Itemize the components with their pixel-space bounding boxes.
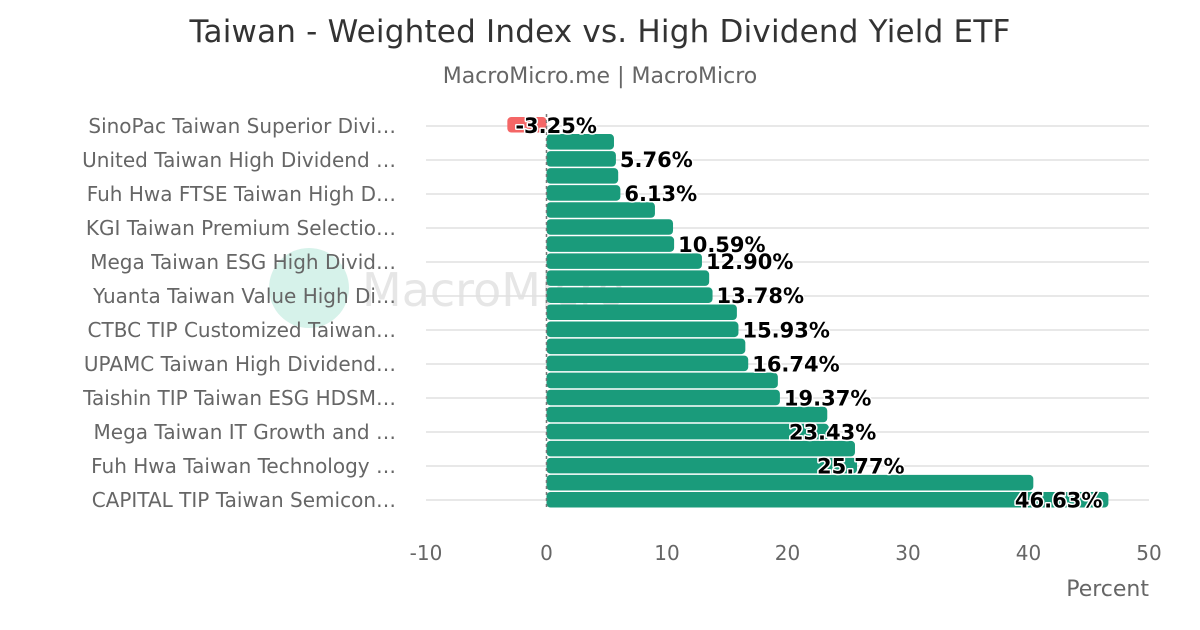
category-label: Fuh Hwa FTSE Taiwan High D…	[87, 182, 396, 206]
bar	[546, 321, 739, 338]
category-label: UPAMC Taiwan High Dividend…	[84, 352, 396, 376]
chart-title: Taiwan - Weighted Index vs. High Dividen…	[189, 14, 1011, 50]
data-labels: -3.25% 5.76% 6.13% 10.59%12.90% 13.78% 15.93%…	[514, 112, 1104, 514]
bar	[546, 151, 616, 167]
x-tick-label: 0	[540, 541, 553, 565]
x-tick-label: 20	[775, 541, 800, 565]
bar	[546, 202, 655, 218]
x-tick-label: 30	[895, 541, 920, 565]
x-axis-title: Percent	[1066, 577, 1149, 602]
category-label: Mega Taiwan ESG High Divid…	[90, 250, 396, 274]
x-tick-label: 50	[1136, 541, 1161, 565]
bar	[546, 355, 749, 372]
data-label: 16.74%	[752, 352, 839, 376]
category-labels: SinoPac Taiwan Superior Divi… United Taiw…	[82, 114, 396, 512]
data-label: 23.43%	[789, 421, 876, 445]
bar	[546, 219, 674, 235]
bar	[546, 440, 855, 457]
category-label: CTBC TIP Customized Taiwan…	[88, 318, 396, 342]
category-label: Yuanta Taiwan Value High Di…	[92, 284, 396, 308]
x-tick-label: 40	[1016, 541, 1041, 565]
bar	[546, 389, 780, 406]
x-tick-label: 10	[654, 541, 679, 565]
bar	[546, 338, 746, 355]
data-label: 10.59%	[678, 233, 765, 257]
data-label: -3.25%	[515, 114, 597, 138]
bar	[507, 117, 547, 133]
bar	[546, 304, 737, 321]
bar	[546, 491, 1109, 508]
bar	[546, 372, 778, 389]
data-label: 13.78%	[717, 284, 804, 308]
data-label: 19.37%	[784, 386, 871, 410]
x-axis-ticks: -10 0 10 20 30 40 50	[410, 541, 1162, 565]
bar	[546, 253, 702, 269]
bar	[546, 270, 710, 286]
category-label: United Taiwan High Dividend …	[82, 148, 396, 172]
category-label: Taishin TIP Taiwan ESG HDSM…	[82, 386, 396, 410]
bars	[507, 117, 1109, 508]
category-label: Mega Taiwan IT Growth and …	[94, 420, 396, 444]
bar	[546, 185, 621, 201]
data-label: 12.90%	[706, 250, 793, 274]
bar	[546, 457, 858, 474]
category-label: SinoPac Taiwan Superior Divi…	[88, 114, 396, 138]
data-label: 15.93%	[742, 318, 829, 342]
category-label: Fuh Hwa Taiwan Technology …	[91, 454, 396, 478]
data-label: 5.76%	[620, 148, 693, 172]
x-tick-label: -10	[410, 541, 443, 565]
bar	[546, 406, 828, 423]
data-label: 25.77%	[817, 455, 904, 479]
chart-subtitle: MacroMicro.me | MacroMicro	[442, 64, 758, 89]
data-label: 46.63%	[1015, 489, 1102, 513]
bar	[546, 474, 1034, 491]
bar	[546, 134, 614, 150]
category-label: CAPITAL TIP Taiwan Semicon…	[92, 488, 396, 512]
bar	[546, 287, 713, 303]
bar	[546, 423, 829, 440]
category-label: KGI Taiwan Premium Selectio…	[86, 216, 396, 240]
bar	[546, 236, 675, 252]
watermark-logo-icon	[269, 248, 349, 328]
data-label: 6.13%	[624, 182, 697, 206]
bar	[546, 168, 619, 184]
